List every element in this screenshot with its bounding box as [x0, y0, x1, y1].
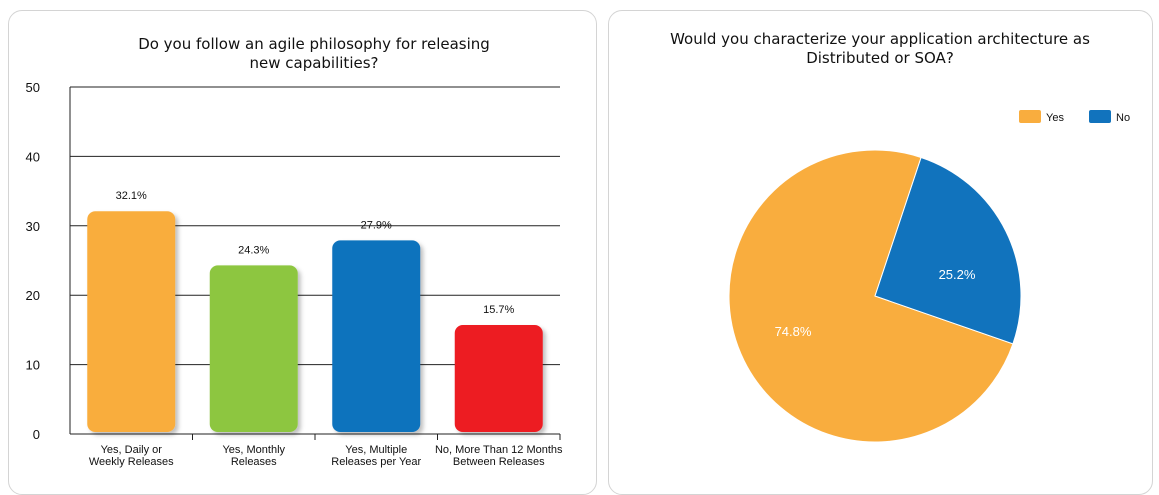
bar — [87, 211, 176, 432]
pie-slice-label: 25.2% — [939, 267, 976, 282]
pie-chart-panel: Would you characterize your application … — [608, 10, 1153, 495]
x-category-label: Releases per Year — [331, 456, 421, 468]
bar-data-label: 15.7% — [483, 304, 514, 316]
y-tick-label: 10 — [26, 358, 40, 373]
y-tick-label: 0 — [33, 427, 40, 442]
bar-chart: Do you follow an agile philosophy for re… — [26, 35, 564, 468]
bar-chart-title-line-1: Do you follow an agile philosophy for re… — [138, 35, 490, 53]
pie-slices: 74.8% 25.2% — [728, 149, 1022, 443]
bar-chart-panel: Do you follow an agile philosophy for re… — [8, 10, 597, 495]
legend-swatch — [1089, 110, 1111, 123]
legend-swatch — [1019, 110, 1041, 123]
bar — [454, 325, 543, 432]
legend-label: Yes — [1046, 112, 1064, 124]
x-category-label: Yes, Daily or — [101, 444, 163, 456]
y-tick-label: 40 — [26, 149, 40, 164]
bar-marks — [87, 211, 543, 432]
pie-chart-title-line-2: Distributed or SOA? — [806, 49, 954, 67]
bar-chart-title-line-2: new capabilities? — [249, 54, 378, 72]
x-category-label: Between Releases — [453, 456, 545, 468]
x-category-label: Weekly Releases — [89, 456, 174, 468]
pie-legend: Yes No — [1019, 110, 1130, 124]
pie-slice — [728, 149, 1014, 443]
pie-slice-label: 74.8% — [775, 324, 812, 339]
x-category-label: Releases — [231, 456, 277, 468]
bar-data-label: 32.1% — [116, 190, 147, 202]
pie-chart-title-line-1: Would you characterize your application … — [670, 30, 1090, 48]
legend-label: No — [1116, 112, 1130, 124]
x-category-label: Yes, Monthly — [222, 444, 285, 456]
bar — [209, 265, 298, 432]
bar — [332, 240, 421, 432]
y-tick-label: 30 — [26, 219, 40, 234]
x-category-label: No, More Than 12 Months — [435, 444, 563, 456]
x-category-label: Yes, Multiple — [345, 444, 407, 456]
bar-data-label: 27.9% — [361, 219, 392, 231]
y-tick-label: 20 — [26, 288, 40, 303]
y-tick-label: 50 — [26, 80, 40, 95]
pie-chart: Would you characterize your application … — [670, 30, 1130, 443]
pie-slice — [874, 156, 1022, 345]
bar-data-label: 24.3% — [238, 244, 269, 256]
